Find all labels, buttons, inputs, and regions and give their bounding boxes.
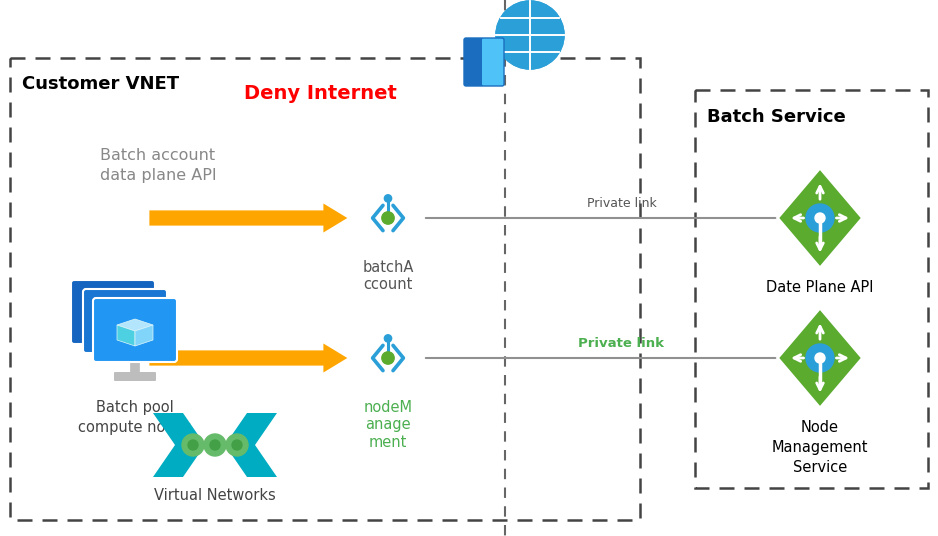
Circle shape: [382, 212, 394, 224]
Circle shape: [815, 213, 825, 223]
FancyBboxPatch shape: [482, 38, 504, 86]
Text: Node
Management
Service: Node Management Service: [772, 420, 869, 474]
Polygon shape: [153, 413, 205, 477]
Text: Batch pool
compute nodes: Batch pool compute nodes: [78, 400, 191, 435]
Polygon shape: [778, 168, 863, 268]
Text: Private link: Private link: [579, 337, 664, 350]
Text: Deny Internet: Deny Internet: [244, 84, 397, 103]
Text: Customer VNET: Customer VNET: [22, 75, 179, 93]
Polygon shape: [148, 201, 350, 235]
FancyBboxPatch shape: [464, 38, 486, 86]
Circle shape: [232, 440, 242, 450]
FancyBboxPatch shape: [71, 280, 155, 344]
Text: batchA
ccount: batchA ccount: [362, 260, 414, 293]
FancyBboxPatch shape: [114, 372, 156, 381]
Text: Private link: Private link: [586, 197, 657, 210]
Circle shape: [182, 434, 204, 456]
Circle shape: [385, 195, 392, 202]
FancyBboxPatch shape: [83, 289, 167, 353]
Polygon shape: [135, 325, 153, 346]
Circle shape: [204, 434, 226, 456]
Text: Virtual Networks: Virtual Networks: [154, 488, 276, 503]
Circle shape: [815, 353, 825, 363]
Circle shape: [210, 440, 220, 450]
Polygon shape: [117, 319, 153, 331]
Polygon shape: [117, 325, 135, 346]
Polygon shape: [225, 413, 277, 477]
Circle shape: [188, 440, 198, 450]
Text: Date Plane API: Date Plane API: [766, 280, 874, 295]
Circle shape: [806, 344, 834, 372]
Circle shape: [385, 335, 392, 342]
Circle shape: [226, 434, 248, 456]
Text: nodeM
anage
ment: nodeM anage ment: [364, 400, 413, 450]
Text: Batch Service: Batch Service: [707, 108, 846, 126]
Circle shape: [382, 352, 394, 364]
FancyBboxPatch shape: [93, 298, 177, 362]
Circle shape: [806, 204, 834, 232]
Circle shape: [496, 1, 564, 69]
Circle shape: [496, 1, 564, 69]
Polygon shape: [778, 308, 863, 408]
Text: Batch account
data plane API: Batch account data plane API: [100, 148, 217, 183]
Polygon shape: [148, 341, 350, 375]
